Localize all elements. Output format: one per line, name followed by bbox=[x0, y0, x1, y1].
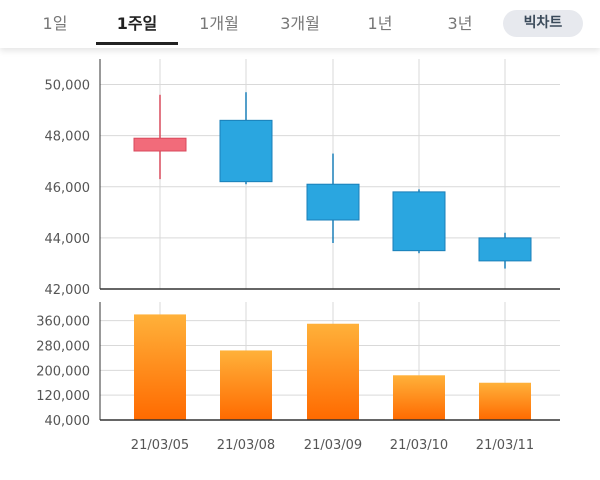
candle-body bbox=[392, 191, 446, 252]
tab-1-day[interactable]: 1일 bbox=[42, 14, 68, 33]
tick-labels: 50,000 48,000 46,000 44,000 42,000 360,000 280… bbox=[36, 79, 534, 453]
x-tick-label: 21/03/09 bbox=[304, 438, 362, 453]
candle-body bbox=[133, 137, 187, 152]
volume-tick-label: 40,000 bbox=[45, 414, 91, 429]
bigchart-button[interactable]: 빅차트 bbox=[503, 10, 583, 37]
price-tick-label: 50,000 bbox=[45, 79, 91, 94]
axes bbox=[99, 59, 560, 421]
volume-tick-label: 280,000 bbox=[36, 339, 90, 354]
candle-body bbox=[478, 237, 532, 262]
x-tick-label: 21/03/08 bbox=[217, 438, 275, 453]
volume-tick-label: 200,000 bbox=[36, 364, 90, 379]
tab-1-month[interactable]: 1개월 bbox=[199, 14, 239, 33]
tab-3-month[interactable]: 3개월 bbox=[280, 14, 320, 33]
price-tick-label: 44,000 bbox=[45, 232, 91, 247]
candle-body bbox=[219, 119, 273, 183]
price-tick-label: 46,000 bbox=[45, 181, 91, 196]
candle-body bbox=[306, 183, 360, 221]
volume-bar bbox=[134, 314, 186, 420]
price-tick-label: 48,000 bbox=[45, 130, 91, 145]
data-marks bbox=[133, 92, 532, 420]
volume-bar bbox=[220, 350, 272, 420]
active-tab-indicator bbox=[96, 42, 178, 45]
x-tick-label: 21/03/05 bbox=[131, 438, 189, 453]
period-tabbar: 1일 1주일 1개월 3개월 1년 3년 빅차트 bbox=[0, 0, 600, 48]
tab-1-week[interactable]: 1주일 bbox=[116, 14, 158, 33]
volume-tick-label: 120,000 bbox=[36, 389, 90, 404]
x-tick-label: 21/03/10 bbox=[390, 438, 448, 453]
tab-1-year[interactable]: 1년 bbox=[367, 14, 393, 33]
volume-tick-label: 360,000 bbox=[36, 315, 90, 330]
tab-3-year[interactable]: 3년 bbox=[447, 14, 473, 33]
volume-bar bbox=[479, 382, 531, 420]
volume-bar bbox=[307, 323, 359, 420]
volume-bar bbox=[393, 375, 445, 420]
price-tick-label: 42,000 bbox=[45, 283, 91, 298]
x-tick-label: 21/03/11 bbox=[476, 438, 534, 453]
